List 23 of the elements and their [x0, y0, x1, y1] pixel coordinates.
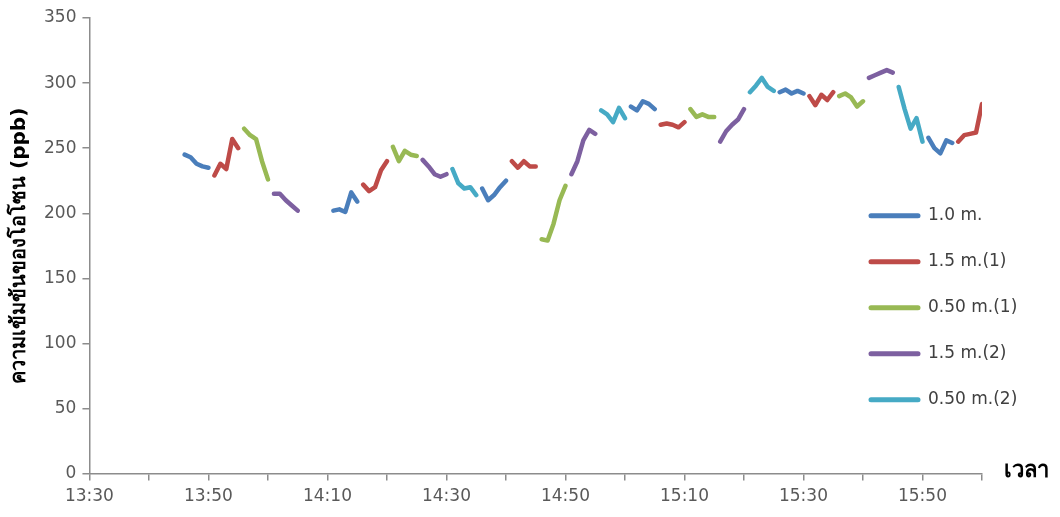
- x-tick-label: 14:10: [302, 485, 352, 506]
- legend-label: 0.50 m.(1): [928, 296, 1018, 317]
- legend-label: 1.5 m.(1): [928, 250, 1007, 271]
- legend-label: 0.50 m.(2): [928, 388, 1018, 409]
- x-tick-label: 15:50: [897, 485, 947, 506]
- legend-label: 1.0 m.: [928, 204, 983, 225]
- y-tick-label: 250: [43, 136, 77, 157]
- x-tick-label: 14:30: [421, 485, 471, 506]
- y-tick-label: 0: [65, 462, 77, 483]
- y-tick-label: 300: [43, 71, 77, 92]
- y-tick-label: 350: [43, 6, 77, 27]
- y-axis-title: ความเข้มข้นของโอโซน (ppb): [6, 107, 31, 384]
- y-tick-label: 100: [43, 331, 77, 352]
- x-tick-label: 14:50: [540, 485, 590, 506]
- x-tick-label: 15:10: [659, 485, 709, 506]
- y-tick-label: 200: [43, 201, 77, 222]
- x-tick-label: 13:50: [183, 485, 233, 506]
- x-axis-title: เวลา: [1004, 457, 1049, 483]
- y-tick-label: 50: [54, 396, 77, 417]
- y-tick-label: 150: [43, 266, 77, 287]
- legend-label: 1.5 m.(2): [928, 342, 1007, 363]
- x-tick-label: 13:30: [64, 485, 114, 506]
- x-tick-label: 15:30: [778, 485, 828, 506]
